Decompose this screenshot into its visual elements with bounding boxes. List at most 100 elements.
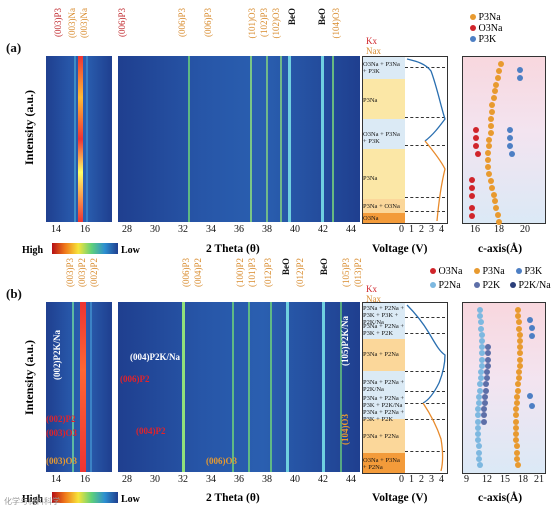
c-axis-point: [484, 356, 491, 363]
legend-item: P2Na: [430, 280, 461, 291]
x-tick: 42: [318, 224, 328, 235]
c-axis-point: [484, 369, 491, 375]
annotation: (004)P2: [136, 426, 166, 436]
peak-label: (003)Na: [79, 8, 89, 38]
c-axis-point: [515, 381, 522, 388]
watermark: 化学与材料科学: [4, 497, 60, 506]
c-ticks-a: 16 18 20: [462, 224, 544, 236]
annotation: (006)O3: [206, 456, 237, 466]
c-axis-point: [475, 449, 482, 456]
c-axis-point: [485, 164, 491, 171]
c-axis-point: [478, 338, 485, 344]
panel-b-label: (b): [6, 286, 22, 301]
colorbar: [52, 243, 118, 254]
peak-label: BeO: [287, 8, 297, 25]
peak-label: (105)P3: [341, 258, 351, 287]
phase-label: O3Na + P3Na + P3K: [363, 61, 400, 75]
c-axis-point: [485, 150, 491, 157]
c-axis-point: [514, 387, 521, 394]
annotation: (002)P2: [46, 414, 76, 424]
c-axis-point: [489, 109, 496, 116]
c-axis-point: [477, 375, 484, 382]
c-axis-point: [516, 350, 523, 357]
c-axis-point: [473, 127, 479, 133]
voltage-axis-label-a: Voltage (V): [372, 243, 428, 255]
phase-label: P3Na: [363, 97, 378, 104]
legend-item: P3K: [516, 266, 542, 277]
v-tick: 0: [399, 224, 404, 235]
c-axis-point: [473, 143, 479, 149]
x-tick: 16: [80, 474, 90, 485]
x-tick: 16: [80, 224, 90, 235]
c-axis-point: [517, 75, 523, 81]
phase-label: O3Na: [363, 215, 379, 222]
voltage-axis-label-b: Voltage (V): [372, 492, 428, 504]
peak-label: (006)P3: [117, 8, 127, 37]
peak-label: (101)P3: [247, 258, 257, 287]
c-axis-point: [476, 455, 483, 462]
c-axis-point: [490, 191, 497, 198]
x-tick: 34: [206, 224, 216, 235]
panel-a-label: (a): [6, 40, 22, 55]
c-axis-points-b: [463, 303, 545, 473]
c-ticks-b: 9 12 15 18 21: [462, 474, 544, 486]
c-axis-point: [483, 375, 490, 382]
c-axis-point: [496, 219, 503, 225]
v-tick: 4: [439, 474, 444, 485]
c-axis-point: [478, 362, 485, 369]
c-axis-panel-a: [462, 56, 546, 225]
x-tick: 32: [178, 474, 188, 485]
x-tick: 44: [346, 224, 356, 235]
x-tick: 36: [234, 474, 244, 485]
c-tick: 18: [494, 224, 504, 235]
panel-a-heatmap-left: [46, 56, 112, 222]
c-axis-point: [527, 317, 533, 323]
c-axis-point: [527, 393, 533, 399]
c-tick: 18: [518, 474, 528, 485]
panel-a-heatmap-main: [118, 56, 360, 222]
c-axis-point: [478, 350, 485, 357]
x-tick: 36: [234, 224, 244, 235]
c-axis-point: [486, 170, 493, 177]
c-axis-point: [529, 333, 535, 339]
peak-label: (101)O3: [247, 8, 257, 39]
c-axis-point: [481, 412, 488, 419]
c-axis-point: [475, 406, 482, 413]
c-axis-point: [476, 387, 483, 394]
nax-label: Nax: [366, 294, 381, 304]
peak-label: (012)P2: [295, 258, 305, 287]
phase-label: P3Na + P2Na + P3K + P2K: [363, 409, 405, 423]
annotation: (105)P2K/Na: [340, 316, 350, 366]
v-tick: 1: [409, 224, 414, 235]
x-tick: 40: [290, 224, 300, 235]
v-ticks-b: 0 1 2 3 4: [399, 474, 446, 486]
peak-label: (002)P2: [89, 258, 99, 287]
phase-label: P3Na + P2Na + P3K + P2K: [363, 323, 405, 337]
c-axis-point: [516, 369, 523, 375]
c-axis-point: [513, 437, 520, 444]
c-axis-point: [475, 400, 482, 406]
c-axis-point: [494, 212, 501, 219]
c-axis-point: [475, 443, 482, 450]
c-tick: 12: [482, 474, 492, 485]
legend-item: O3Na: [430, 266, 462, 277]
x-ticks-mid-b: 28 30 32 34 36 38 40 42 44: [118, 474, 360, 486]
c-axis-point: [516, 331, 523, 338]
c-axis-point: [477, 313, 484, 320]
scale-high-label: High: [22, 494, 44, 505]
c-axis-point: [515, 307, 521, 313]
scale-low-label: Low: [121, 494, 140, 505]
c-axis-point: [484, 350, 491, 357]
c-axis-point: [484, 362, 491, 369]
panel-b-y-label: Intensity (a.u.): [22, 340, 36, 416]
x-tick: 42: [318, 474, 328, 485]
c-axis-label-b: c-axis(Å): [478, 492, 523, 504]
axis-break-a: [112, 52, 118, 226]
c-axis-point: [475, 437, 482, 444]
c-axis-point: [483, 381, 490, 388]
voltage-panel-b: P3Na + P2Na + P3K + P3K + P2K/Na P3Na + …: [362, 302, 448, 474]
c-axis-points-a: [463, 57, 545, 225]
voltage-panel-a: O3Na + P3Na + P3K P3Na O3Na + P3Na + P3K…: [362, 56, 448, 224]
c-axis-point: [529, 403, 535, 409]
phase-label: P3Na: [363, 175, 378, 182]
